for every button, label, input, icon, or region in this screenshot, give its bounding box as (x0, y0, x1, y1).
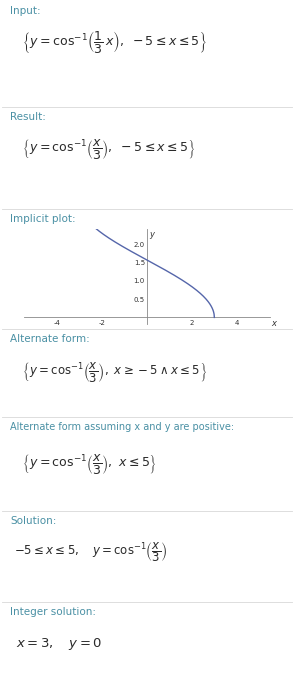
Text: Solution:: Solution: (10, 516, 56, 526)
Text: $\left\{y = \cos^{-1}\!\left(\dfrac{x}{3}\right),\ x \leq 5\right\}$: $\left\{y = \cos^{-1}\!\left(\dfrac{x}{3… (22, 452, 157, 476)
Text: Alternate form:: Alternate form: (10, 334, 90, 344)
Text: $\left\{y = \cos^{-1}\!\left(\dfrac{1}{3}\,x\right),\ -5 \leq x \leq 5\right\}$: $\left\{y = \cos^{-1}\!\left(\dfrac{1}{3… (22, 29, 208, 55)
Text: Alternate form assuming x and y are positive:: Alternate form assuming x and y are posi… (10, 422, 234, 432)
Text: $\left\{y = \cos^{-1}\!\left(\dfrac{x}{3}\right),\ x \geq -5 \wedge x \leq 5\rig: $\left\{y = \cos^{-1}\!\left(\dfrac{x}{3… (22, 360, 207, 384)
Text: $x = 3,\quad y = 0$: $x = 3,\quad y = 0$ (16, 636, 102, 652)
Text: $-5 \leq x \leq 5,\quad y = \cos^{-1}\!\left(\dfrac{x}{3}\right)$: $-5 \leq x \leq 5,\quad y = \cos^{-1}\!\… (14, 540, 168, 564)
Text: x: x (272, 319, 277, 329)
Text: Input:: Input: (10, 6, 41, 16)
Text: y: y (150, 230, 155, 239)
Text: Integer solution:: Integer solution: (10, 607, 96, 617)
Text: Result:: Result: (10, 112, 46, 122)
Text: Implicit plot:: Implicit plot: (10, 214, 76, 224)
Text: $\left\{y = \cos^{-1}\!\left(\dfrac{x}{3}\right),\ -5 \leq x \leq 5\right\}$: $\left\{y = \cos^{-1}\!\left(\dfrac{x}{3… (22, 137, 196, 161)
